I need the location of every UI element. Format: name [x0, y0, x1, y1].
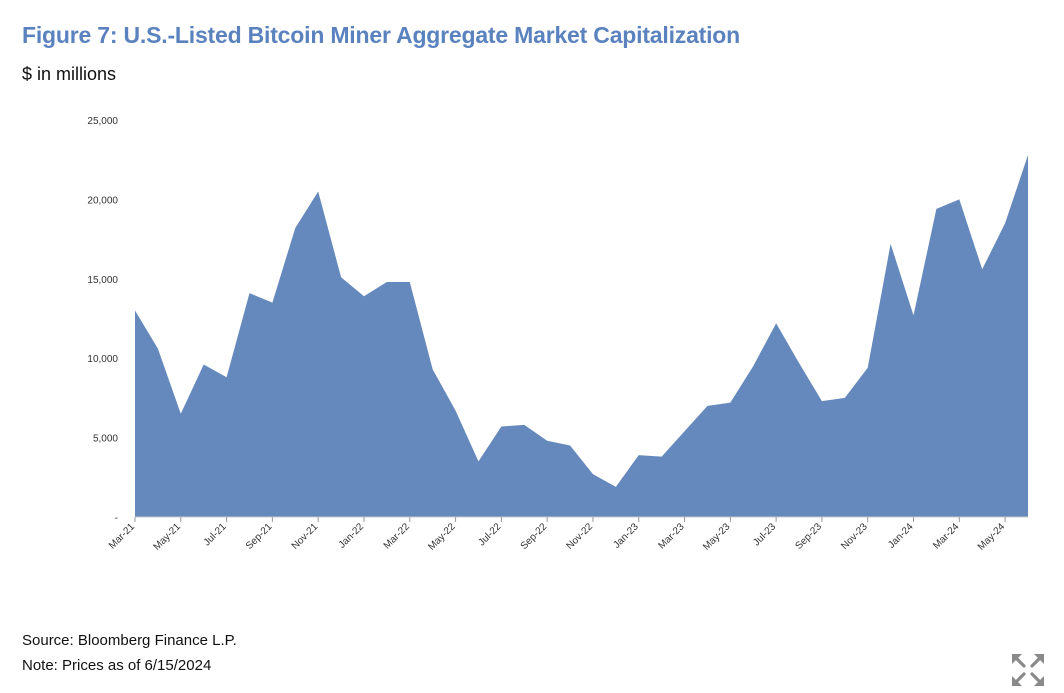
x-tick-label: Jan-23 — [611, 521, 641, 551]
area-chart: - 5,000 10,000 15,000 20,000 25,000 Mar-21 May-… — [87, 116, 1028, 553]
x-tick-label: Nov-21 — [290, 521, 321, 552]
x-tick-label: Jan-24 — [886, 521, 916, 551]
x-tick-label: May-23 — [701, 521, 733, 553]
y-tick-label: 10,000 — [87, 354, 118, 365]
x-tick-label: Jul-23 — [751, 521, 778, 548]
x-tick-label: Sep-23 — [793, 521, 824, 552]
x-tick-label: Jul-21 — [202, 521, 229, 548]
x-tick-label: Nov-22 — [564, 521, 595, 552]
market-cap-area — [135, 154, 1028, 517]
source-note: Source: Bloomberg Finance L.P. — [22, 632, 237, 649]
x-tick-label: Sep-21 — [244, 521, 275, 552]
x-tick-label: May-24 — [976, 521, 1008, 553]
y-tick-label: - — [115, 513, 118, 524]
y-tick-label: 20,000 — [87, 195, 118, 206]
x-tick-label: Mar-21 — [107, 521, 137, 551]
y-tick-label: 5,000 — [93, 434, 118, 445]
y-tick-label: 25,000 — [87, 116, 118, 127]
x-tick-label: Mar-23 — [656, 521, 686, 551]
x-tick-label: Sep-22 — [519, 521, 550, 552]
chart-subtitle: $ in millions — [22, 64, 117, 84]
x-tick-label: Jan-22 — [337, 521, 367, 551]
x-tick-label: May-22 — [426, 521, 458, 553]
chart-title: Figure 7: U.S.-Listed Bitcoin Miner Aggr… — [22, 22, 741, 48]
prices-note: Note: Prices as of 6/15/2024 — [22, 657, 212, 674]
expand-arrows-icon[interactable] — [1010, 652, 1046, 688]
x-tick-label: Jul-22 — [476, 521, 503, 548]
x-tick-label: Mar-24 — [931, 521, 961, 551]
y-tick-label: 15,000 — [87, 275, 118, 286]
x-tick-label: Mar-22 — [382, 521, 412, 551]
x-tick-label: Nov-23 — [839, 521, 870, 552]
x-tick-label: May-21 — [152, 521, 184, 553]
